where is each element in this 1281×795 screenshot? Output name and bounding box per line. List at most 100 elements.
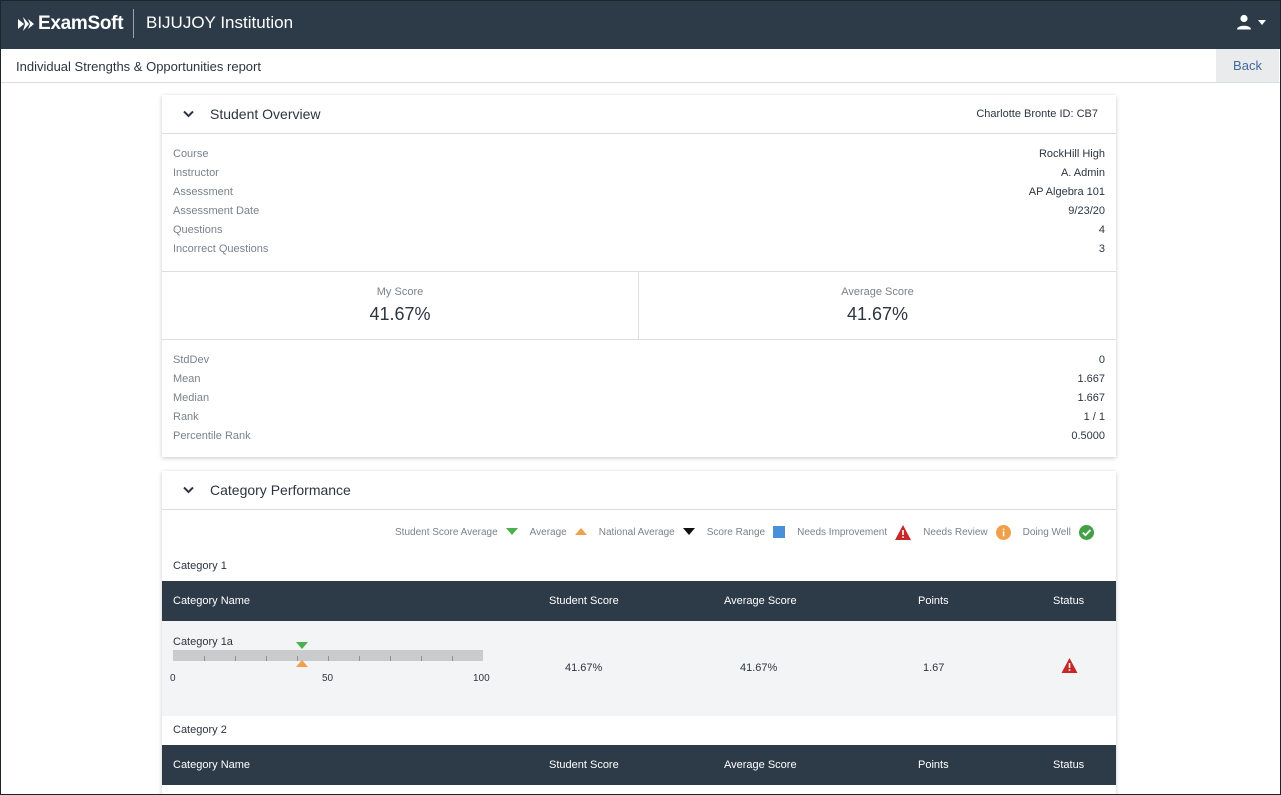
stat-value: 1 / 1 xyxy=(1083,411,1105,423)
column-header-average-score: Average Score xyxy=(724,759,797,771)
student-overview-header: Student Overview Charlotte Bronte ID: CB… xyxy=(162,95,1116,134)
legend-doing-well: Doing Well xyxy=(1023,524,1094,540)
legend-label: Average xyxy=(529,526,567,538)
institution-name: BIJUJOY Institution xyxy=(146,13,294,32)
stat-label: Mean xyxy=(173,373,201,385)
warning-icon xyxy=(1061,658,1078,673)
student-id: Charlotte Bronte ID: CB7 xyxy=(976,108,1098,120)
legend-label: Score Range xyxy=(706,526,766,538)
legend-score-range: Score Range xyxy=(706,526,786,538)
bar-tick xyxy=(297,656,298,661)
axis-label-mid: 50 xyxy=(322,673,334,684)
average-score-box: Average Score 41.67% xyxy=(639,272,1116,340)
points-cell: 1.67 xyxy=(923,662,945,674)
category-group-label: Category 2 xyxy=(173,724,227,736)
back-button[interactable]: Back xyxy=(1216,49,1279,82)
my-score-label: My Score xyxy=(376,286,424,298)
table-row: Category 1a 0 50 100 41.67% 41.67% 1.67 xyxy=(162,621,1116,716)
stat-value: 0.5000 xyxy=(1071,430,1105,442)
detail-row-questions: Questions 4 xyxy=(173,224,1105,243)
detail-value: A. Admin xyxy=(1060,167,1105,179)
score-bar-track xyxy=(173,650,483,661)
chevron-down-icon[interactable] xyxy=(183,110,194,118)
column-header-average-score: Average Score xyxy=(724,595,797,607)
stat-label: StdDev xyxy=(173,354,210,366)
stat-row-rank: Rank 1 / 1 xyxy=(173,411,1105,430)
column-header-points: Points xyxy=(918,595,949,607)
average-score-label: Average Score xyxy=(841,286,914,298)
stat-value: 1.667 xyxy=(1077,373,1105,385)
category-group-label: Category 1 xyxy=(173,560,227,572)
detail-label: Assessment xyxy=(173,186,233,198)
examsoft-logo[interactable]: ExamSoft xyxy=(16,12,124,36)
column-header-student-score: Student Score xyxy=(549,759,619,771)
stat-row-percentile-rank: Percentile Rank 0.5000 xyxy=(173,430,1105,449)
bar-tick xyxy=(235,656,236,661)
average-score-marker xyxy=(296,660,309,667)
my-score-box: My Score 41.67% xyxy=(162,272,639,340)
orange-triangle-up-icon xyxy=(574,528,587,535)
column-header-category-name: Category Name xyxy=(173,595,251,607)
chevron-down-icon[interactable] xyxy=(183,486,194,494)
stat-label: Percentile Rank xyxy=(173,430,251,442)
stat-label: Median xyxy=(173,392,210,404)
detail-label: Questions xyxy=(173,224,223,236)
detail-value: RockHill High xyxy=(1038,148,1105,160)
detail-value: 4 xyxy=(1098,224,1105,236)
report-subheader: Individual Strengths & Opportunities rep… xyxy=(0,49,1281,83)
top-navigation-bar: ExamSoft BIJUJOY Institution xyxy=(0,0,1281,49)
legend-national-average: National Average xyxy=(599,527,695,538)
detail-row-course: Course RockHill High xyxy=(173,148,1105,167)
bar-tick xyxy=(204,656,205,661)
legend-label: Student Score Average xyxy=(395,526,498,538)
bar-tick xyxy=(266,656,267,661)
category-table-header: Category Name Student Score Average Scor… xyxy=(162,581,1116,621)
category-performance-header: Category Performance xyxy=(162,471,1116,510)
logo-text: ExamSoft xyxy=(38,13,124,34)
column-header-status: Status xyxy=(1053,759,1085,771)
green-triangle-down-icon xyxy=(505,528,518,535)
bar-tick xyxy=(328,656,329,661)
detail-row-assessment: Assessment AP Algebra 101 xyxy=(173,186,1105,205)
average-score-cell: 41.67% xyxy=(740,662,778,674)
student-overview-title: Student Overview xyxy=(210,106,321,122)
legend-label: Needs Improvement xyxy=(797,526,888,538)
score-summary: My Score 41.67% Average Score 41.67% xyxy=(162,271,1116,340)
black-triangle-down-icon xyxy=(682,528,695,535)
detail-label: Assessment Date xyxy=(173,205,260,217)
stat-value: 0 xyxy=(1098,354,1105,366)
bar-tick xyxy=(421,656,422,661)
user-icon xyxy=(1237,14,1251,30)
column-header-category-name: Category Name xyxy=(173,759,251,771)
my-score-value: 41.67% xyxy=(369,304,431,324)
column-header-status: Status xyxy=(1053,595,1085,607)
detail-label: Instructor xyxy=(173,167,219,179)
bar-tick xyxy=(390,656,391,661)
report-title: Individual Strengths & Opportunities rep… xyxy=(16,59,261,74)
category-table-header: Category Name Student Score Average Scor… xyxy=(162,745,1116,785)
axis-label-min: 0 xyxy=(170,673,176,684)
stat-row-mean: Mean 1.667 xyxy=(173,373,1105,392)
detail-value: 9/23/20 xyxy=(1068,205,1105,217)
stat-label: Rank xyxy=(173,411,199,423)
topbar-divider xyxy=(133,9,134,38)
detail-value: AP Algebra 101 xyxy=(1028,186,1105,198)
student-score-cell: 41.67% xyxy=(565,662,603,674)
legend-average: Average xyxy=(530,527,587,538)
chevron-down-icon xyxy=(1258,19,1266,25)
examsoft-logo-icon xyxy=(18,17,34,31)
detail-row-instructor: Instructor A. Admin xyxy=(173,167,1105,186)
detail-label: Incorrect Questions xyxy=(173,243,269,255)
detail-row-assessment-date: Assessment Date 9/23/20 xyxy=(173,205,1105,224)
column-header-points: Points xyxy=(918,759,949,771)
student-overview-card: Student Overview Charlotte Bronte ID: CB… xyxy=(162,95,1116,457)
category-performance-title: Category Performance xyxy=(210,482,351,498)
column-header-student-score: Student Score xyxy=(549,595,619,607)
stat-value: 1.667 xyxy=(1077,392,1105,404)
bar-tick xyxy=(452,656,453,661)
blue-square-icon xyxy=(773,526,786,538)
axis-label-max: 100 xyxy=(473,673,490,684)
legend-label: Needs Review xyxy=(923,526,988,538)
legend-label: National Average xyxy=(598,526,675,538)
user-menu[interactable] xyxy=(1236,14,1266,30)
